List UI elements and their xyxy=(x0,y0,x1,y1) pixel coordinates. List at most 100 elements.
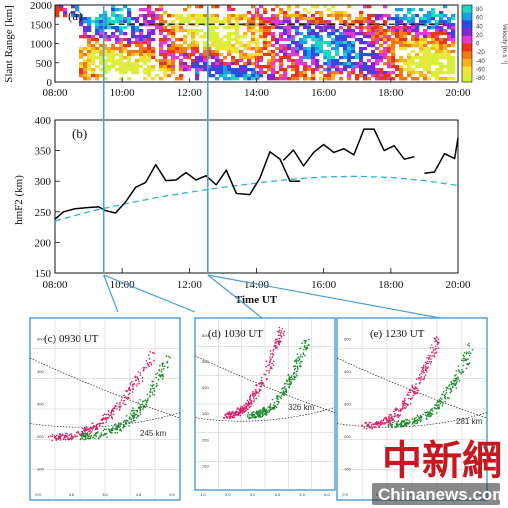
subplot-trace-point xyxy=(272,364,275,366)
subplot-trace-point xyxy=(255,389,257,391)
heatmap-cell xyxy=(123,41,128,45)
heatmap-cell xyxy=(195,32,200,36)
heatmap-cell xyxy=(323,74,328,78)
subplot-trace-point xyxy=(123,399,125,402)
heatmap-cell xyxy=(447,65,452,69)
heatmap-cell xyxy=(211,38,216,42)
heatmap-cell xyxy=(279,56,284,60)
heatmap-cell xyxy=(451,59,456,63)
heatmap-cell xyxy=(443,47,448,51)
subplot-trace-point xyxy=(137,407,140,409)
heatmap-cell xyxy=(423,62,428,66)
heatmap-cell xyxy=(171,65,176,69)
subplot-trace-point xyxy=(111,418,114,420)
heatmap-cell xyxy=(139,53,144,57)
subplot-trace-point xyxy=(445,389,448,392)
heatmap-cell xyxy=(279,59,284,63)
heatmap-cell xyxy=(79,50,84,54)
subplot-trace-point xyxy=(267,364,269,367)
heatmap-cell xyxy=(435,20,440,24)
subplot-trace-point xyxy=(415,416,417,419)
heatmap-cell xyxy=(323,23,328,27)
heatmap-cell xyxy=(347,56,352,60)
heatmap-cell xyxy=(207,38,212,42)
heatmap-cell xyxy=(319,29,324,33)
subplot-trace-point xyxy=(306,345,308,347)
subplot-dotted-curve xyxy=(29,412,181,428)
heatmap-cell xyxy=(143,65,148,69)
heatmap-cell xyxy=(255,17,260,21)
colorbar-tick-label: 60 xyxy=(476,16,483,22)
heatmap-cell xyxy=(251,44,256,48)
subplot-trace-point xyxy=(92,436,94,439)
heatmap-cell xyxy=(183,23,188,27)
heatmap-cell xyxy=(267,56,272,60)
heatmap-cell xyxy=(367,44,372,48)
heatmap-cell xyxy=(243,71,248,75)
heatmap-cell xyxy=(423,29,428,33)
heatmap-cell xyxy=(211,56,216,60)
heatmap-cell xyxy=(359,56,364,60)
heatmap-cell xyxy=(239,35,244,39)
heatmap-cell xyxy=(339,62,344,66)
subplot-trace-point xyxy=(404,404,406,406)
heatmap-cell xyxy=(303,17,308,21)
subplot-y-tick-label: 400 xyxy=(37,369,44,374)
heatmap-cell xyxy=(299,41,304,45)
subplot-trace-point xyxy=(256,410,258,413)
heatmap-cell xyxy=(323,47,328,51)
observed-hmf2-line xyxy=(424,137,459,174)
heatmap-cell xyxy=(171,14,176,18)
heatmap-cell xyxy=(207,35,212,39)
heatmap-cell xyxy=(363,65,368,69)
heatmap-cell xyxy=(191,47,196,51)
heatmap-cell xyxy=(287,59,292,63)
heatmap-cell xyxy=(83,14,88,18)
colorbar-tick-label: -40 xyxy=(476,59,485,65)
heatmap-cell xyxy=(355,29,360,33)
heatmap-cell xyxy=(451,77,456,81)
heatmap-cell xyxy=(135,59,140,63)
subplot-trace-point xyxy=(127,393,130,396)
subplot-trace-point xyxy=(252,411,254,414)
heatmap-cell xyxy=(427,56,432,60)
panel-d-annotation: 326 km xyxy=(288,403,315,412)
subplot-trace-point xyxy=(66,433,68,435)
heatmap-cell xyxy=(175,29,180,33)
heatmap-cell xyxy=(347,17,352,21)
heatmap-cell xyxy=(123,23,128,27)
heatmap-cell xyxy=(219,53,224,57)
heatmap-cell xyxy=(343,23,348,27)
subplot-trace-point xyxy=(290,382,293,385)
heatmap-cell xyxy=(447,32,452,36)
heatmap-cell xyxy=(327,56,332,60)
subplot-trace-point xyxy=(141,377,144,379)
heatmap-cell xyxy=(335,50,340,54)
subplot-x-tick-label: 6.0 xyxy=(324,492,330,497)
heatmap-cell xyxy=(431,53,436,57)
subplot-trace-point xyxy=(241,411,244,414)
heatmap-cell xyxy=(407,20,412,24)
heatmap-cell xyxy=(311,62,316,66)
heatmap-cell xyxy=(195,47,200,51)
subplot-trace-point xyxy=(62,438,65,441)
colorbar-cell xyxy=(462,35,472,44)
heatmap-cell xyxy=(327,47,332,51)
subplot-trace-point xyxy=(259,413,262,415)
heatmap-cell xyxy=(151,47,156,51)
heatmap-cell xyxy=(271,74,276,78)
subplot-trace-point xyxy=(95,433,97,435)
heatmap-cell xyxy=(335,71,340,75)
heatmap-cell xyxy=(299,35,304,39)
heatmap-cell xyxy=(367,29,372,33)
heatmap-cell xyxy=(431,17,436,21)
heatmap-cell xyxy=(399,29,404,33)
heatmap-cell xyxy=(327,17,332,21)
heatmap-cell xyxy=(191,14,196,18)
heatmap-cell xyxy=(343,59,348,63)
heatmap-cell xyxy=(215,23,220,27)
colorbar-cell xyxy=(462,12,472,21)
heatmap-cell xyxy=(419,65,424,69)
subplot-trace-point xyxy=(148,357,151,360)
heatmap-cell xyxy=(291,35,296,39)
